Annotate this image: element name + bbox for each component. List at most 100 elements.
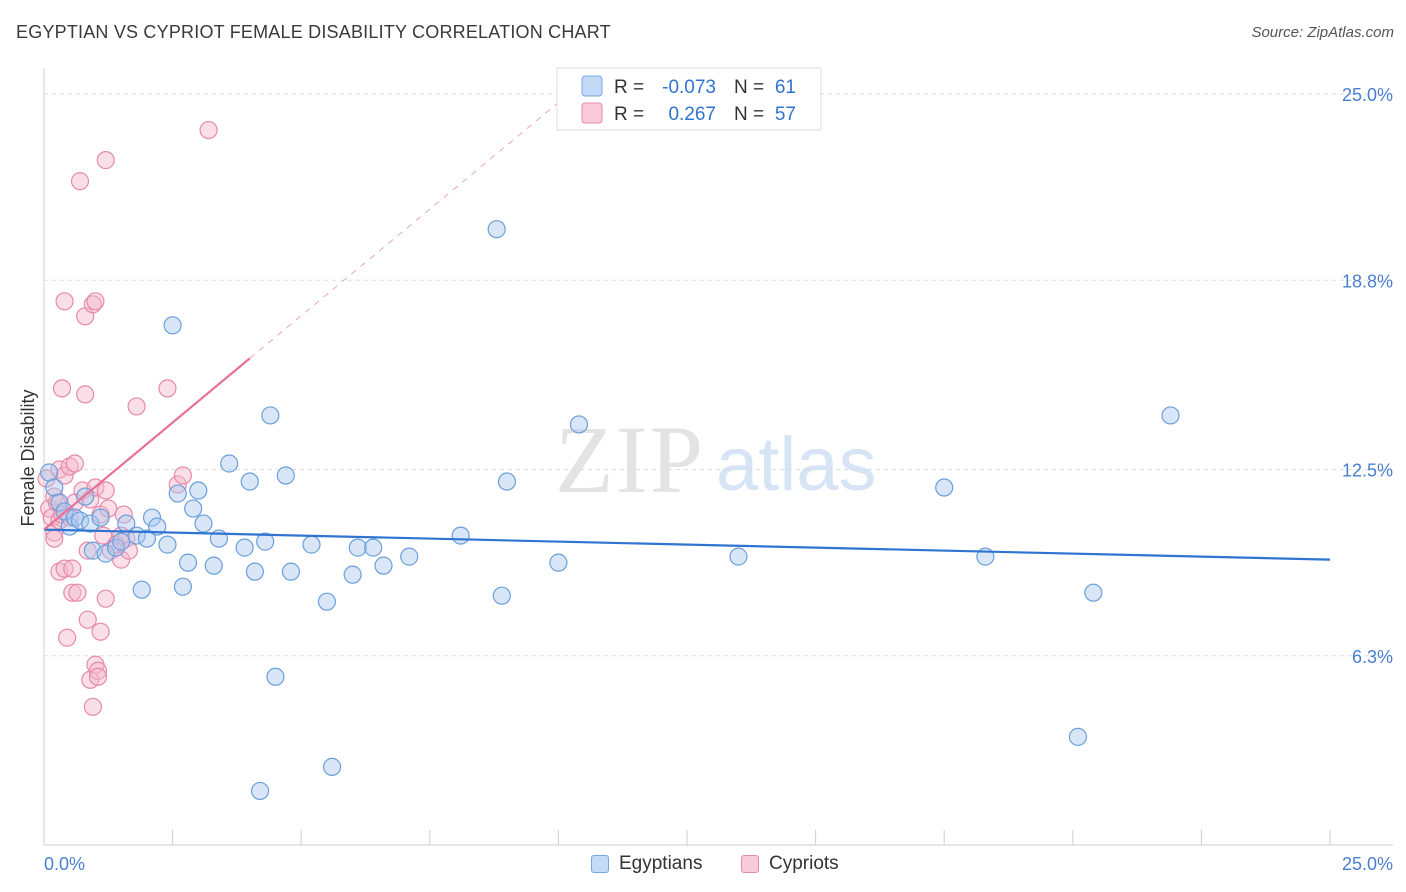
egyptians-point — [65, 508, 84, 527]
cypriots-point — [55, 466, 74, 485]
egyptians-point — [173, 577, 192, 596]
egyptians-point — [1161, 406, 1180, 425]
y-tick-label: 6.3% — [1352, 647, 1393, 667]
bottom-legend-cypriots: Cypriots — [741, 851, 839, 877]
egyptians-point — [168, 484, 187, 503]
egyptians-point — [317, 592, 337, 611]
egyptians-point — [250, 781, 270, 801]
egyptians-point — [400, 547, 419, 566]
egyptians-point — [451, 526, 470, 545]
cypriots-point — [55, 559, 74, 578]
y-tick-label: 25.0% — [1342, 85, 1393, 105]
egyptians-point — [348, 538, 367, 557]
x-tick-labels: 0.0% 25.0% — [44, 854, 1393, 874]
egyptians-point — [137, 529, 156, 548]
y-tick-label: 18.8% — [1342, 271, 1393, 291]
cypriots-point — [83, 295, 102, 314]
egyptians-point — [96, 544, 115, 563]
source-credit: Source: ZipAtlas.com — [1251, 24, 1394, 41]
legend-swatch-cypriots — [581, 102, 603, 124]
cypriots-point — [91, 622, 110, 641]
legend-swatch-egyptians — [581, 75, 603, 97]
cypriots-point — [78, 541, 97, 560]
egyptians-point — [497, 472, 517, 491]
trend-lines — [43, 93, 1331, 561]
cypriots-point — [83, 697, 102, 716]
cypriots-point — [65, 454, 84, 473]
bottom-legend-egyptians: Egyptians — [591, 851, 702, 877]
egyptians-point — [70, 511, 90, 530]
egyptians-point — [163, 316, 182, 335]
egyptians-label: Egyptians — [619, 853, 703, 874]
cypriots-point — [70, 172, 90, 191]
egyptians-point — [178, 553, 198, 572]
cypriots-series — [37, 120, 218, 716]
egyptians-point — [487, 220, 506, 239]
x-tick-label: 25.0% — [1342, 854, 1393, 874]
egyptians-point — [256, 532, 275, 551]
egyptians-point — [189, 481, 208, 500]
cypriots-point — [96, 151, 115, 170]
cypriots-point — [60, 457, 79, 476]
egyptians-point — [1084, 583, 1103, 602]
legend-n-label-2: N = — [734, 104, 764, 125]
cypriots-trend-line — [43, 357, 251, 531]
x-tick-label: 0.0% — [44, 854, 85, 874]
egyptians-point — [364, 538, 383, 557]
y-tick-labels: 6.3% 12.5% 18.8% 25.0% — [1342, 85, 1393, 667]
cypriots-point — [45, 523, 64, 542]
cypriots-point — [96, 589, 115, 608]
egyptians-point — [266, 667, 285, 686]
egyptians-point — [1068, 727, 1088, 746]
cypriots-point — [127, 397, 146, 416]
cypriots-point — [78, 610, 97, 629]
egyptians-point — [220, 454, 239, 473]
cypriots-point — [58, 628, 77, 647]
egyptians-point — [184, 499, 203, 518]
cypriots-point — [86, 292, 105, 311]
egyptians-point — [204, 556, 223, 575]
cypriots-point — [88, 661, 108, 680]
cypriots-point — [52, 379, 72, 398]
cypriots-point — [173, 466, 192, 485]
legend-r-label-2: R = — [614, 104, 644, 125]
egyptians-point — [281, 562, 301, 581]
egyptians-swatch — [591, 855, 609, 873]
egyptians-point — [549, 553, 568, 572]
egyptians-point — [91, 508, 110, 527]
legend-n-value-2: 57 — [775, 104, 796, 125]
egyptians-point — [194, 514, 213, 533]
chart-title: EGYPTIAN VS CYPRIOT FEMALE DISABILITY CO… — [16, 22, 611, 42]
egyptians-point — [142, 508, 162, 527]
egyptians-point — [158, 535, 177, 554]
cypriots-point — [55, 292, 74, 311]
legend-n-label-1: N = — [734, 77, 764, 98]
egyptians-point — [343, 565, 362, 584]
egyptians-point — [935, 478, 954, 497]
watermark-atlas: atlas — [716, 422, 877, 507]
cypriots-label: Cypriots — [769, 853, 839, 874]
egyptians-point — [261, 406, 280, 425]
x-ticks — [43, 830, 1331, 845]
egyptians-point — [374, 556, 393, 575]
egyptians-point — [132, 580, 151, 599]
watermark-zip: ZIP — [555, 406, 705, 513]
egyptians-point — [240, 472, 259, 491]
cypriots-trend-extension — [249, 93, 570, 359]
egyptians-point — [492, 586, 511, 605]
cypriots-point — [63, 583, 82, 602]
egyptians-point — [148, 517, 167, 536]
cypriots-swatch — [741, 855, 759, 873]
egyptians-point — [40, 463, 59, 482]
egyptians-point — [235, 538, 254, 557]
cypriots-point — [63, 559, 82, 578]
egyptians-point — [276, 466, 295, 485]
legend-r-value-1: -0.073 — [662, 77, 716, 98]
egyptians-point — [45, 478, 64, 497]
egyptians-trend-line — [43, 528, 1331, 561]
correlation-legend: R = -0.073 N = 61 R = 0.267 N = 57 — [556, 67, 822, 131]
egyptians-point — [112, 532, 131, 551]
cypriots-point — [68, 583, 87, 602]
egyptians-point — [729, 547, 748, 566]
